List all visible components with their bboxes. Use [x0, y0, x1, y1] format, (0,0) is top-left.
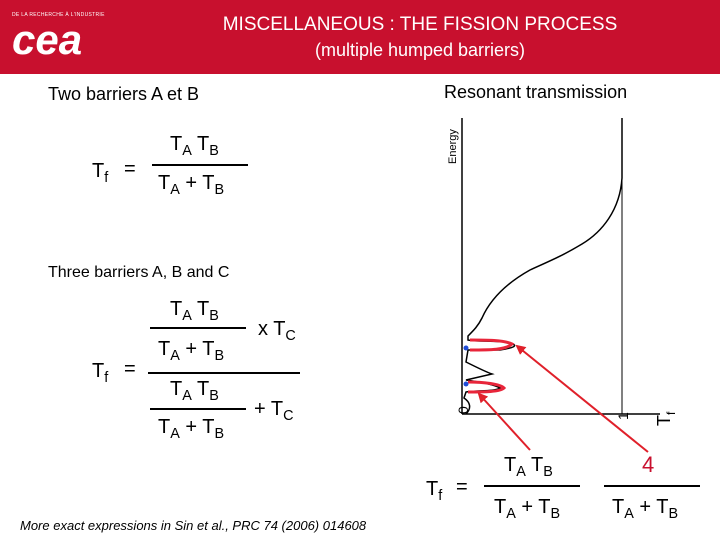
two-barriers-fraction-bar: [152, 164, 248, 166]
logo-text: cea: [12, 16, 82, 63]
three-barriers-tc-factor: x TC: [258, 318, 296, 345]
logo-tagline: DE LA RECHERCHE À L'INDUSTRIE: [12, 12, 105, 18]
resonant-heading: Resonant transmission: [444, 82, 628, 102]
cea-logo-icon: cea: [12, 16, 82, 63]
three-barriers-lower-denominator: TA + TB: [158, 416, 225, 443]
resonant-peak-denominator: TA + TB: [612, 496, 679, 523]
resonant-lhs: Tf: [426, 478, 443, 505]
footnote: More exact expressions in Sin et al., PR…: [20, 518, 367, 533]
three-barriers-heading: Three barriers A, B and C: [48, 264, 230, 281]
three-barriers-lower-fraction-bar: [150, 408, 246, 410]
energy-axis-label: Energy: [447, 129, 459, 164]
three-barriers-main-fraction-bar: [148, 372, 300, 374]
page-title: MISCELLANEOUS : THE FISSION PROCESS: [222, 14, 618, 35]
three-barriers-tc-term: + TC: [254, 398, 294, 425]
two-barriers-equals: =: [124, 158, 136, 180]
resonant-numerator: TA TB: [504, 454, 553, 481]
cea-logo: DE LA RECHERCHE À L'INDUSTRIE cea: [10, 10, 104, 66]
tick-0-label: 0: [455, 406, 471, 414]
three-barriers-upper-denominator: TA + TB: [158, 338, 225, 365]
arrow-to-minimum: [477, 392, 531, 451]
three-barriers-equals: =: [124, 358, 136, 380]
three-barriers-upper-fraction-bar: [150, 327, 246, 329]
resonant-equals: =: [456, 476, 468, 498]
arrow-to-peak: [515, 344, 649, 453]
header-bar: DE LA RECHERCHE À L'INDUSTRIE cea MISCEL…: [0, 0, 720, 74]
resonant-fraction-bar: [484, 485, 580, 487]
resonance-peak-upper: [469, 338, 515, 352]
three-barriers-lhs: Tf: [92, 360, 109, 387]
three-barriers-lower-numerator: TA TB: [170, 378, 219, 405]
two-barriers-heading: Two barriers A et B: [48, 84, 200, 104]
three-barriers-upper-numerator: TA TB: [170, 298, 219, 325]
tf-axis-label: Tf: [654, 411, 678, 426]
blue-marker-upper: [463, 345, 469, 351]
resonance-peak-lower: [467, 380, 507, 394]
resonant-peak-fraction-bar: [604, 485, 700, 487]
resonant-denominator: TA + TB: [494, 496, 561, 523]
blue-marker-lower: [463, 381, 469, 387]
two-barriers-lhs: Tf: [92, 160, 109, 187]
transmission-curve: [463, 118, 623, 415]
two-barriers-numerator: TA TB: [170, 133, 219, 160]
two-barriers-denominator: TA + TB: [158, 172, 225, 199]
resonant-peak-numerator: 4: [642, 452, 655, 477]
page-subtitle: (multiple humped barriers): [314, 40, 526, 60]
tick-1-label: 1: [615, 412, 631, 420]
